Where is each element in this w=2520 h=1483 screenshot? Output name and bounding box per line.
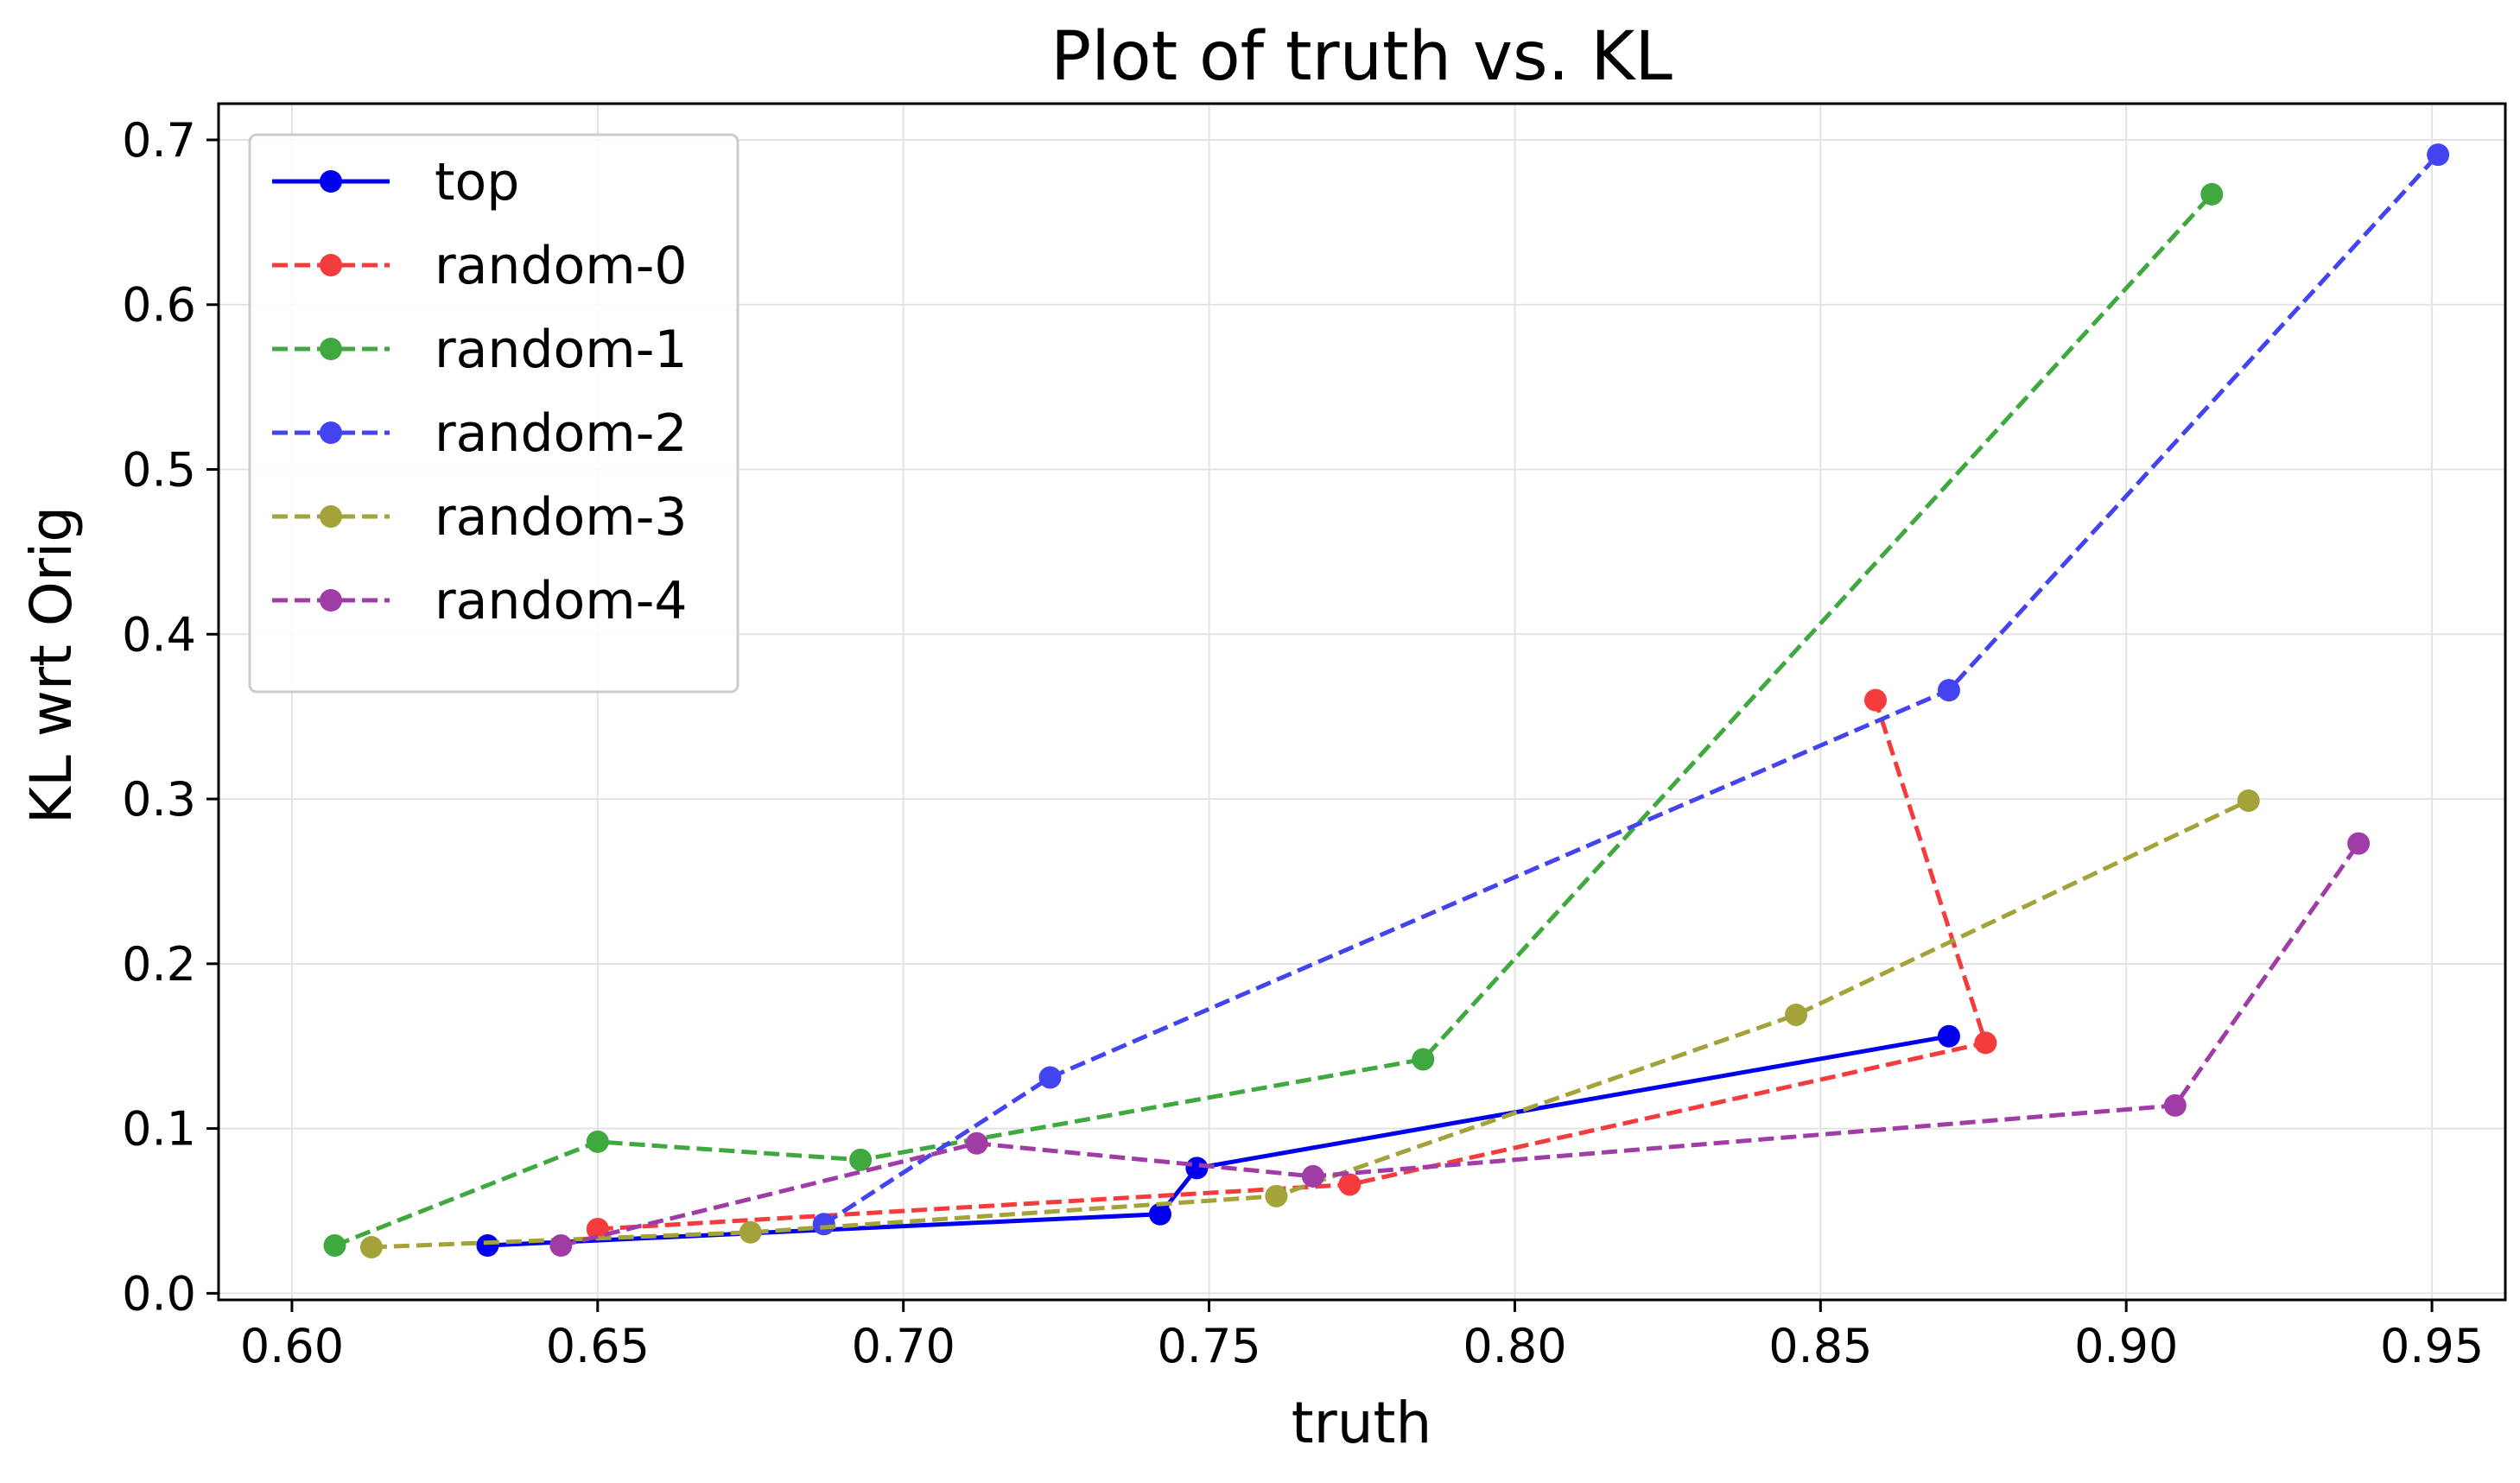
x-tick-label: 0.60 [240, 1319, 344, 1373]
data-point-random-3-2 [1265, 1184, 1288, 1207]
x-tick-label: 0.85 [1768, 1319, 1872, 1373]
x-axis-label: truth [1292, 1390, 1432, 1456]
y-tick-label: 0.0 [122, 1266, 196, 1321]
data-point-random-2-0 [812, 1213, 835, 1236]
data-point-random-0-0 [586, 1217, 609, 1240]
series-line-random-2 [822, 153, 2440, 1226]
legend-label-random-4: random-4 [435, 571, 688, 631]
data-point-random-4-1 [965, 1131, 988, 1155]
series-line-random-0 [597, 699, 1988, 1232]
plot-frame [217, 102, 2507, 1302]
y-tick-label: 0.2 [122, 937, 196, 992]
legend-marker-top [320, 170, 342, 193]
legend-label-random-3: random-3 [435, 487, 688, 548]
data-point-random-1-1 [586, 1130, 609, 1153]
data-point-top-0 [476, 1234, 499, 1258]
legend-marker-random-1 [320, 338, 342, 360]
series-random-4 [549, 832, 2371, 1258]
data-point-random-3-1 [739, 1220, 762, 1244]
data-point-random-2-1 [1038, 1066, 1062, 1089]
data-point-random-0-3 [1864, 688, 1888, 712]
legend-label-random-0: random-0 [435, 236, 688, 296]
x-tick-label: 0.75 [1157, 1319, 1260, 1373]
y-tick-label: 0.1 [122, 1102, 196, 1157]
data-point-random-4-4 [2347, 832, 2371, 855]
y-tick-label: 0.7 [122, 113, 196, 168]
legend-marker-random-0 [320, 254, 342, 276]
data-point-random-1-4 [2200, 182, 2224, 206]
series-random-2 [812, 143, 2450, 1236]
x-tick-label: 0.90 [2074, 1319, 2178, 1373]
data-point-top-1 [1148, 1202, 1171, 1226]
legend-label-random-2: random-2 [435, 403, 688, 464]
series-random-3 [359, 789, 2260, 1258]
legend-marker-random-2 [320, 421, 342, 444]
y-tick-label: 0.3 [122, 772, 196, 827]
legend: top random-0 random-1 random-2 random-3 rando… [248, 133, 739, 694]
data-point-top-2 [1185, 1157, 1209, 1180]
legend-label-random-1: random-1 [435, 320, 688, 380]
x-tick-label: 0.65 [546, 1319, 650, 1373]
data-point-random-2-3 [2427, 143, 2450, 167]
x-axis-ticks: 0.60 0.65 0.70 0.75 0.80 0.85 0.90 0.95 [240, 1300, 2484, 1373]
legend-marker-random-4 [320, 589, 342, 612]
y-tick-label: 0.6 [122, 278, 196, 333]
data-point-random-2-2 [1937, 679, 1960, 702]
data-point-random-1-2 [849, 1148, 873, 1171]
series-random-1 [323, 182, 2224, 1258]
chart-title: Plot of truth vs. KL [1051, 18, 1673, 96]
data-point-random-0-1 [1338, 1173, 1362, 1196]
data-point-random-1-3 [1412, 1048, 1435, 1071]
data-point-random-3-3 [1785, 1003, 1808, 1026]
data-point-random-1-0 [323, 1234, 346, 1258]
x-tick-label: 0.95 [2380, 1319, 2484, 1373]
legend-marker-random-3 [320, 505, 342, 528]
y-tick-label: 0.5 [122, 443, 196, 498]
y-axis-ticks: 0.0 0.1 0.2 0.3 0.4 0.5 0.6 0.7 [122, 113, 219, 1321]
x-tick-label: 0.80 [1463, 1319, 1566, 1373]
y-axis-label: KL wrt Orig [18, 506, 85, 824]
legend-box [248, 133, 739, 694]
series-random-0 [586, 688, 1997, 1240]
series-line-top [487, 1034, 1950, 1248]
data-point-random-4-3 [2163, 1093, 2187, 1117]
data-point-random-3-0 [359, 1235, 383, 1258]
series-line-random-4 [560, 842, 2361, 1248]
series-layer [323, 143, 2450, 1258]
data-point-random-3-4 [2237, 789, 2260, 812]
data-point-random-0-2 [1974, 1031, 1997, 1055]
x-tick-label: 0.70 [852, 1319, 955, 1373]
legend-label-top: top [435, 152, 519, 212]
data-point-random-4-0 [549, 1234, 573, 1258]
data-point-top-3 [1937, 1024, 1960, 1048]
grid-lines [219, 104, 2505, 1300]
y-tick-label: 0.4 [122, 607, 196, 662]
data-point-random-4-2 [1301, 1164, 1324, 1188]
